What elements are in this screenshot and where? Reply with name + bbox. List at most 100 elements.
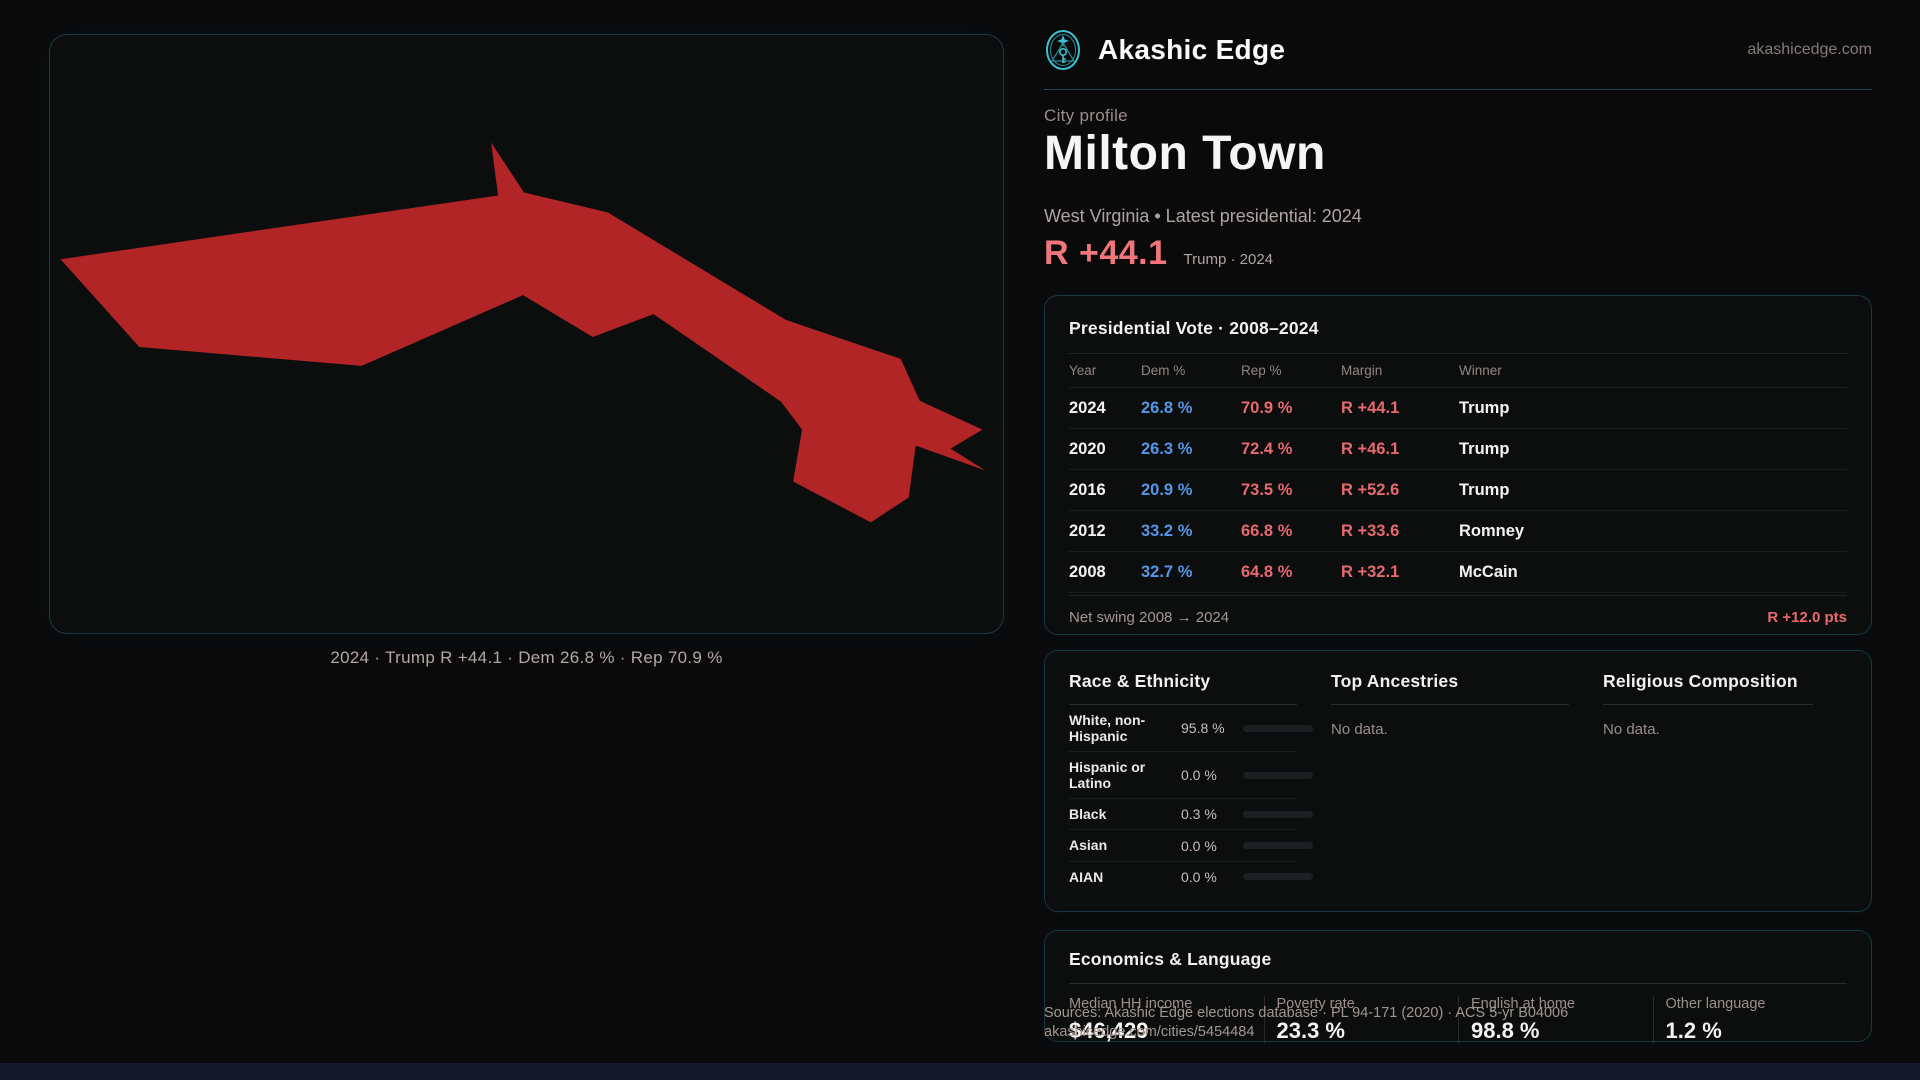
margin-cell: R +52.6 [1341,480,1400,499]
winner-cell: Trump [1459,480,1510,499]
stat-value: $46,429 [1069,1018,1149,1043]
margin-row: R +44.1 Trump · 2024 [1044,234,1273,273]
rep-cell: 70.9 % [1241,398,1293,417]
margin-cell: R +32.1 [1341,562,1400,581]
religion-title-divider [1603,704,1813,705]
year-cell: 2008 [1069,562,1106,581]
bottom-bar [0,1063,1920,1080]
list-item: Hispanic or Latino 0.0 % [1069,752,1313,800]
net-swing-row: Net swing 2008 → 2024 R +12.0 pts [1069,595,1847,639]
col-rep: Rep % [1241,363,1282,378]
map-shape[interactable] [60,142,986,523]
rep-cell: 72.4 % [1241,439,1293,458]
stat-poverty-rate: Poverty rate 23.3 % [1263,996,1459,1044]
stat-other-language: Other language 1.2 % [1652,996,1848,1044]
rep-cell: 64.8 % [1241,562,1293,581]
winner-cell: Romney [1459,521,1525,540]
year-cell: 2020 [1069,439,1106,458]
economics-card: Economics & Language Median HH income $4… [1044,930,1872,1044]
race-bar [1243,771,1313,779]
religious-composition-section: Religious Composition No data. [1603,671,1847,892]
col-winner: Winner [1459,363,1502,378]
margin-badge: R +44.1 [1044,234,1168,272]
race-value: 0.0 % [1181,868,1217,885]
page-footer: Sources: Akashic Edge elections database… [1044,1004,1568,1042]
table-row: 2020 26.3 % 72.4 % R +46.1 Trump [1069,429,1847,470]
city-boundary-map [60,142,986,523]
ancestries-title: Top Ancestries [1331,671,1459,691]
dem-cell: 20.9 % [1141,480,1193,499]
race-bar [1243,810,1313,818]
race-label: Asian [1069,837,1108,854]
col-margin: Margin [1341,363,1383,378]
brand-header: Akashic Edge akashicedge.com [1044,24,1872,76]
stat-label: Poverty rate [1276,996,1355,1012]
race-value: 95.8 % [1181,720,1225,737]
race-ethnicity-section: Race & Ethnicity White, non-Hispanic 95.… [1069,671,1331,892]
kicker-label: City profile [1044,106,1128,125]
profile-subtitle: West Virginia • Latest presidential: 202… [1044,206,1362,226]
list-item: Asian 0.0 % [1069,830,1313,862]
race-value: 0.3 % [1181,806,1217,823]
col-dem: Dem % [1141,363,1186,378]
stat-label: English at home [1471,996,1575,1012]
race-value: 0.0 % [1181,837,1217,854]
winner-cell: Trump [1459,398,1510,417]
table-row: 2016 20.9 % 73.5 % R +52.6 Trump [1069,470,1847,511]
stat-label: Other language [1665,996,1766,1012]
stat-value: 1.2 % [1665,1018,1722,1043]
brand-name: Akashic Edge [1098,34,1286,65]
akashic-emblem-icon [1046,30,1080,70]
dem-cell: 26.8 % [1141,398,1193,417]
religion-empty-state: No data. [1603,721,1660,738]
race-label: Black [1069,806,1107,823]
col-year: Year [1069,363,1097,378]
list-item: White, non-Hispanic 95.8 % [1069,705,1313,753]
rep-cell: 66.8 % [1241,521,1293,540]
stat-value: 23.3 % [1276,1018,1346,1043]
stat-english-at-home: English at home 98.8 % [1458,996,1653,1044]
top-ancestries-section: Top Ancestries No data. [1331,671,1603,892]
margin-cell: R +46.1 [1341,439,1400,458]
winner-cell: McCain [1459,562,1518,581]
presidential-vote-card: Presidential Vote · 2008–2024 Year Dem %… [1044,295,1872,635]
demographics-card: Race & Ethnicity White, non-Hispanic 95.… [1044,650,1872,912]
dem-cell: 33.2 % [1141,521,1193,540]
economics-title-divider [1069,983,1847,984]
net-swing-label: Net swing 2008 → 2024 [1069,609,1230,626]
net-swing-value: R +12.0 pts [1767,609,1847,626]
race-value: 0.0 % [1181,767,1217,784]
vote-card-title: Presidential Vote · 2008–2024 [1069,318,1319,338]
ancestries-empty-state: No data. [1331,721,1388,738]
margin-cell: R +44.1 [1341,398,1400,417]
list-item: AIAN 0.0 % [1069,862,1313,892]
economics-title: Economics & Language [1069,949,1272,969]
permalink[interactable]: akashicedge.com/cities/5454484 [1044,1024,1255,1040]
map-panel [49,34,1004,634]
page-title: Milton Town [1044,127,1326,180]
race-bar [1243,842,1313,850]
map-caption: 2024 · Trump R +44.1 · Dem 26.8 % · Rep … [330,648,723,667]
rep-cell: 73.5 % [1241,480,1293,499]
race-label: AIAN [1069,868,1104,885]
sources-line: Sources: Akashic Edge elections database… [1044,1005,1569,1021]
religion-title: Religious Composition [1603,671,1798,691]
dem-cell: 32.7 % [1141,562,1193,581]
stat-label: Median HH income [1069,996,1193,1012]
economics-stats-row: Median HH income $46,429 Poverty rate 23… [1069,996,1847,1044]
race-label: White, non-Hispanic [1069,712,1146,745]
brand-domain-link[interactable]: akashicedge.com [1747,41,1872,58]
table-row: 2024 26.8 % 70.9 % R +44.1 Trump [1069,388,1847,429]
race-title: Race & Ethnicity [1069,671,1211,691]
race-label: Hispanic or Latino [1069,759,1146,792]
list-item: Black 0.3 % [1069,799,1313,831]
year-cell: 2012 [1069,521,1106,540]
race-title-divider [1069,704,1297,705]
header-divider [1044,89,1872,90]
vote-table-header: Year Dem % Rep % Margin Winner [1069,354,1847,388]
margin-cell: R +33.6 [1341,521,1400,540]
table-row: 2012 33.2 % 66.8 % R +33.6 Romney [1069,511,1847,552]
dem-cell: 26.3 % [1141,439,1193,458]
stat-median-income: Median HH income $46,429 [1069,996,1264,1044]
